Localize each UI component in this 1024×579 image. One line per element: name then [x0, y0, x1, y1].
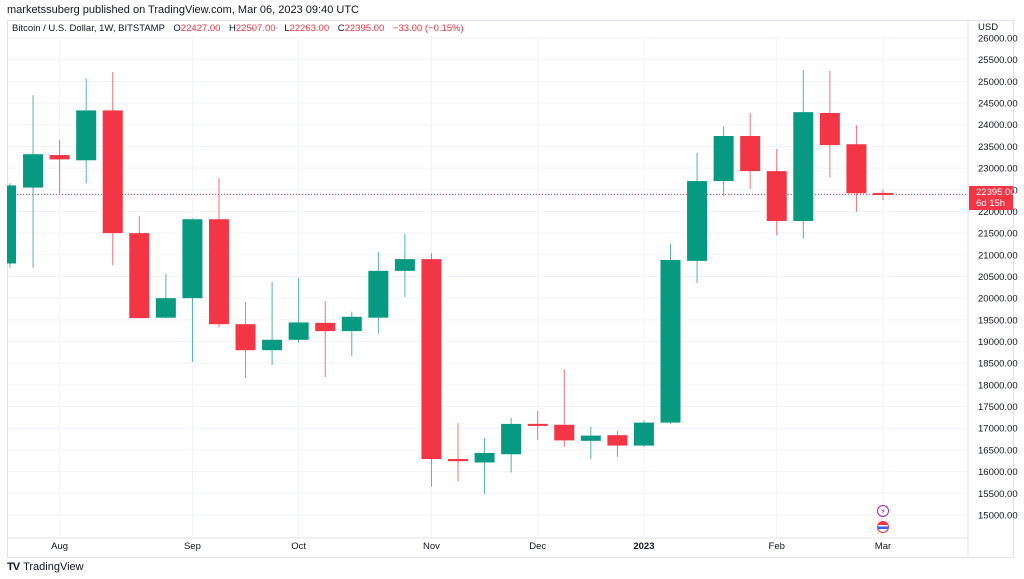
candle[interactable]: [633, 420, 654, 447]
candle[interactable]: [713, 126, 734, 196]
price-tick-label: 19500.00: [978, 315, 1018, 326]
currency-label: USD: [978, 22, 999, 33]
price-tick-label: 19000.00: [978, 337, 1018, 348]
tradingview-logo: TV TradingView: [7, 561, 84, 573]
price-tick-label: 15500.00: [978, 489, 1018, 500]
price-tick-label: 21000.00: [978, 250, 1018, 261]
candle[interactable]: [76, 78, 97, 184]
us-flag-icon[interactable]: [877, 521, 889, 533]
open-value: 22427.00: [180, 23, 221, 34]
price-tick-label: 22000.00: [978, 207, 1018, 218]
candle[interactable]: [527, 410, 548, 440]
candle[interactable]: [660, 243, 681, 424]
candle[interactable]: [766, 149, 787, 236]
candle[interactable]: [288, 278, 309, 343]
candle[interactable]: [474, 438, 495, 495]
chart-frame: [7, 20, 1014, 558]
candle[interactable]: [23, 95, 44, 268]
brand-name: TradingView: [23, 561, 84, 573]
price-tick-label: 17500.00: [978, 402, 1018, 413]
time-tick-label: 2023: [633, 541, 654, 552]
candle[interactable]: [819, 70, 840, 178]
price-tick-label: 23000.00: [978, 164, 1018, 175]
candle[interactable]: [687, 152, 708, 283]
price-tick-label: 20500.00: [978, 272, 1018, 283]
symbol-title: Bitcoin / U.S. Dollar, 1W, BITSTAMP: [12, 23, 165, 34]
time-tick-label: Dec: [529, 541, 546, 552]
candle[interactable]: [846, 125, 867, 212]
price-tick-label: 21500.00: [978, 229, 1018, 240]
high-label: H: [229, 23, 236, 34]
bar-countdown: 6d 15h: [976, 198, 1006, 209]
price-tick-label: 18500.00: [978, 359, 1018, 370]
candle[interactable]: [235, 302, 256, 378]
publisher-line: marketssuberg published on TradingView.c…: [7, 4, 359, 16]
candle[interactable]: [182, 218, 203, 362]
price-tick-label: 18000.00: [978, 380, 1018, 391]
lightning-icon[interactable]: ⚡: [877, 505, 889, 517]
high-value: 22507.00: [235, 23, 276, 34]
time-tick-label: Feb: [769, 541, 785, 552]
candle[interactable]: [7, 183, 16, 268]
candle[interactable]: [554, 369, 575, 447]
price-tick-label: 25500.00: [978, 55, 1018, 66]
price-tick-label: 16000.00: [978, 467, 1018, 478]
symbol-legend: Bitcoin / U.S. Dollar, 1W, BITSTAMP O224…: [12, 23, 464, 34]
candle[interactable]: [501, 417, 522, 473]
time-tick-label: Aug: [51, 541, 68, 552]
price-tick-label: 26000.00: [978, 34, 1018, 45]
candle[interactable]: [368, 251, 389, 334]
candle[interactable]: [740, 113, 761, 189]
candle[interactable]: [793, 70, 814, 239]
price-tick-label: 25000.00: [978, 77, 1018, 88]
close-label: C: [337, 23, 345, 34]
candle[interactable]: [102, 71, 123, 266]
low-label: L: [284, 23, 290, 34]
candle[interactable]: [872, 189, 893, 201]
time-tick-label: Mar: [875, 541, 891, 552]
price-tick-label: 23500.00: [978, 142, 1018, 153]
low-value: 22263.00: [289, 23, 330, 34]
candle[interactable]: [315, 301, 336, 378]
current-price-tag: 22395.00 6d 15h: [969, 186, 1016, 210]
price-tick-label: 16500.00: [978, 445, 1018, 456]
time-tick-label: Oct: [291, 541, 306, 552]
close-value: 22395.00: [344, 23, 385, 34]
open-label: O: [173, 23, 181, 34]
candle[interactable]: [394, 233, 415, 297]
tv-logo-icon: TV: [7, 561, 20, 573]
candle[interactable]: [49, 139, 70, 194]
candle[interactable]: [155, 273, 176, 319]
candle[interactable]: [421, 253, 442, 487]
candle[interactable]: [341, 311, 362, 356]
candle[interactable]: [129, 215, 150, 319]
candle[interactable]: [580, 426, 601, 460]
change-value: −33.00 (−0.15%): [392, 23, 464, 34]
price-tick-label: 24000.00: [978, 120, 1018, 131]
candle[interactable]: [607, 430, 628, 457]
price-tick-label: 17000.00: [978, 424, 1018, 435]
price-tick-label: 20000.00: [978, 294, 1018, 305]
time-tick-label: Sep: [184, 541, 201, 552]
price-tick-label: 24500.00: [978, 99, 1018, 110]
price-tick-label: 15000.00: [978, 510, 1018, 521]
time-tick-label: Nov: [423, 541, 440, 552]
candle[interactable]: [448, 423, 469, 482]
current-price: 22395.00: [976, 187, 1016, 198]
candle[interactable]: [208, 178, 229, 328]
candle[interactable]: [262, 282, 283, 365]
